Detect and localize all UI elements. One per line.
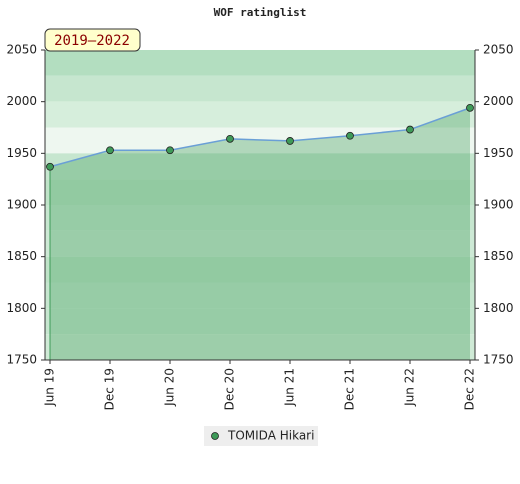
band (45, 230, 475, 257)
band (45, 308, 475, 335)
y2-tick-label: 2050 (483, 43, 514, 57)
y2-tick-label: 1950 (483, 146, 514, 160)
x-tick-label: Jun 19 (43, 368, 57, 407)
y-tick-label: 1950 (6, 146, 37, 160)
y-tick-label: 1800 (6, 301, 37, 315)
y2-tick-label: 1750 (483, 353, 514, 367)
band (45, 153, 475, 180)
point (406, 125, 414, 134)
y2-tick-label: 1800 (483, 301, 514, 315)
x-tick-label: Dec 20 (223, 368, 237, 410)
band (45, 334, 475, 360)
x-tick-label: Jun 21 (283, 368, 297, 407)
point (286, 137, 294, 145)
y2-tick-label: 1850 (483, 249, 514, 263)
legend-box (204, 426, 318, 446)
band (45, 101, 475, 128)
band (45, 205, 475, 231)
x-tick-label: Dec 22 (463, 368, 477, 410)
badge-box (44, 28, 141, 52)
point (466, 103, 474, 112)
band (45, 179, 475, 205)
area (50, 107, 470, 360)
y-tick-label: 2000 (6, 94, 37, 108)
point (106, 146, 114, 155)
band (45, 256, 475, 283)
point (346, 131, 354, 140)
chart-title: WOF ratinglist (214, 6, 307, 19)
x-tick-label: Jun 20 (163, 368, 177, 407)
band (45, 50, 475, 76)
plot (46, 103, 474, 360)
y-tick-label: 1750 (6, 353, 37, 367)
x-tick-label: Jun 22 (403, 368, 417, 407)
y-tick-label: 2050 (6, 43, 37, 57)
y-tick-label: 1900 (6, 198, 37, 212)
y-tick-label: 1850 (6, 249, 37, 263)
point (166, 146, 174, 155)
y2-tick-label: 1900 (483, 198, 514, 212)
line (49, 107, 471, 168)
legend-label: TOMIDA Hikari (227, 429, 314, 443)
band (45, 282, 475, 309)
x-tick-label: Dec 21 (343, 368, 357, 410)
x-tick-label: Dec 19 (103, 368, 117, 410)
y2-tick-label: 2000 (483, 94, 514, 108)
legend-marker (211, 432, 219, 440)
point (46, 162, 54, 171)
band (45, 75, 475, 102)
badge: 2019–2022 (54, 33, 130, 49)
point (226, 134, 234, 143)
background-bands (45, 50, 475, 360)
